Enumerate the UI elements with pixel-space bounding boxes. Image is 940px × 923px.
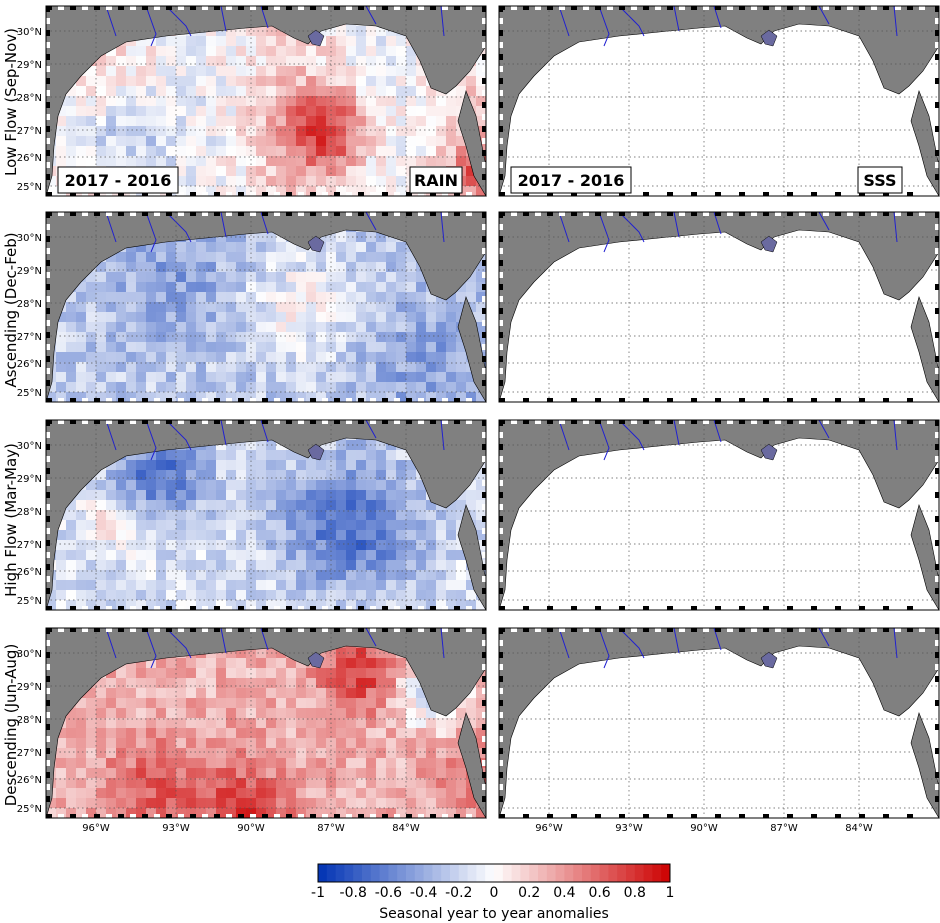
colorbar-tick-label: -1 — [311, 885, 325, 901]
colorbar-step — [564, 864, 574, 882]
lon-tick-label: 84°W — [845, 823, 873, 834]
sss-panel — [498, 211, 940, 403]
colorbar-tick-label: 0 — [490, 885, 499, 901]
rain-panel: 30°N 29°N 28°N 27°N 26°N 25°N — [17, 211, 487, 403]
lon-tick-label: 87°W — [317, 823, 345, 834]
sss-panel — [498, 5, 940, 197]
lat-tick-label: 30°N — [17, 233, 42, 244]
colorbar-step — [546, 864, 557, 882]
colorbar-step — [414, 864, 425, 882]
colorbar-step — [661, 864, 671, 882]
sss-panel: 96°W 93°W 90°W 87°W 84°W — [498, 627, 940, 834]
lat-tick-label: 30°N — [17, 441, 42, 452]
colorbar-tick-label: 0.4 — [553, 885, 575, 901]
colorbar-tick-label: -0.4 — [410, 885, 437, 901]
rain-panel: 30°N 29°N 28°N 27°N 26°N 25°N — [17, 419, 487, 611]
lat-tick-label: 25°N — [17, 182, 42, 193]
colorbar-step — [335, 864, 345, 882]
colorbar-step — [370, 864, 381, 882]
colorbar: -1 -0.8 -0.6 -0.4 -0.2 0 0.2 0.4 0.6 0.8 1 — [311, 863, 675, 901]
colorbar-step — [485, 864, 495, 882]
colorbar-step — [388, 864, 398, 882]
colorbar-step — [318, 864, 328, 882]
colorbar-tick-label: 0.2 — [518, 885, 540, 901]
lat-tick-label: 29°N — [17, 266, 42, 277]
colorbar-step — [511, 864, 521, 882]
lat-tick-label: 27°N — [17, 748, 42, 759]
lat-tick-label: 28°N — [17, 507, 42, 518]
lat-tick-label: 26°N — [17, 359, 42, 370]
rain-panel: 30°N 29°N 28°N 27°N 26°N 25°N 96°W 93°W 90°W 87°W… — [17, 627, 487, 834]
colorbar-step — [617, 864, 627, 882]
colorbar-tick-label: -0.8 — [340, 885, 367, 901]
lat-tick-label: 29°N — [17, 474, 42, 485]
colorbar-tick-label: -0.2 — [445, 885, 472, 901]
colorbar-tick-label: 0.8 — [624, 885, 646, 901]
lon-tick-label: 93°W — [615, 823, 643, 834]
colorbar-step — [362, 864, 372, 882]
colorbar-tick-label: -0.6 — [375, 885, 402, 901]
colorbar-step — [538, 864, 548, 882]
colorbar-step — [353, 864, 363, 882]
lat-tick-label: 26°N — [17, 567, 42, 578]
colorbar-step — [520, 864, 530, 882]
lon-tick-label: 96°W — [82, 823, 110, 834]
colorbar-step — [555, 864, 565, 882]
lat-tick-label: 29°N — [17, 60, 42, 71]
lat-tick-label: 27°N — [17, 332, 42, 343]
colorbar-step — [529, 864, 539, 882]
colorbar-step — [379, 864, 389, 882]
lat-tick-label: 26°N — [17, 153, 42, 164]
lat-tick-label: 25°N — [17, 388, 42, 399]
colorbar-step — [634, 864, 645, 882]
lon-tick-label: 90°W — [690, 823, 718, 834]
colorbar-step — [573, 864, 583, 882]
colorbar-step — [643, 864, 653, 882]
colorbar-step — [599, 864, 609, 882]
sss-panel — [498, 419, 940, 611]
lat-tick-label: 30°N — [17, 649, 42, 660]
lon-tick-label: 93°W — [162, 823, 190, 834]
colorbar-tick-label: 0.6 — [588, 885, 610, 901]
colorbar-step — [432, 864, 442, 882]
lat-tick-label: 29°N — [17, 682, 42, 693]
colorbar-step — [652, 864, 662, 882]
lon-tick-label: 96°W — [535, 823, 563, 834]
lat-tick-label: 28°N — [17, 93, 42, 104]
colorbar-step — [626, 864, 636, 882]
colorbar-step — [326, 864, 337, 882]
lat-tick-label: 25°N — [17, 804, 42, 815]
colorbar-step — [397, 864, 407, 882]
colorbar-step — [590, 864, 601, 882]
lat-tick-label: 26°N — [17, 775, 42, 786]
colorbar-step — [441, 864, 451, 882]
lat-tick-label: 28°N — [17, 299, 42, 310]
colorbar-step — [608, 864, 618, 882]
lon-tick-label: 84°W — [392, 823, 420, 834]
colorbar-step — [476, 864, 486, 882]
lat-tick-label: 30°N — [17, 27, 42, 38]
lat-tick-label: 28°N — [17, 715, 42, 726]
colorbar-step — [502, 864, 513, 882]
colorbar-step — [344, 864, 354, 882]
colorbar-step — [582, 864, 592, 882]
lon-tick-label: 90°W — [237, 823, 265, 834]
colorbar-step — [494, 864, 504, 882]
colorbar-tick-label: 1 — [666, 885, 675, 901]
lat-tick-label: 25°N — [17, 596, 42, 607]
colorbar-step — [406, 864, 416, 882]
rain-panel: 30°N 29°N 28°N 27°N 26°N 25°N — [17, 5, 487, 197]
colorbar-step — [423, 864, 433, 882]
colorbar-step — [450, 864, 460, 882]
lat-tick-label: 27°N — [17, 126, 42, 137]
lon-tick-label: 87°W — [770, 823, 798, 834]
colorbar-step — [458, 864, 469, 882]
lat-tick-label: 27°N — [17, 540, 42, 551]
colorbar-step — [467, 864, 477, 882]
